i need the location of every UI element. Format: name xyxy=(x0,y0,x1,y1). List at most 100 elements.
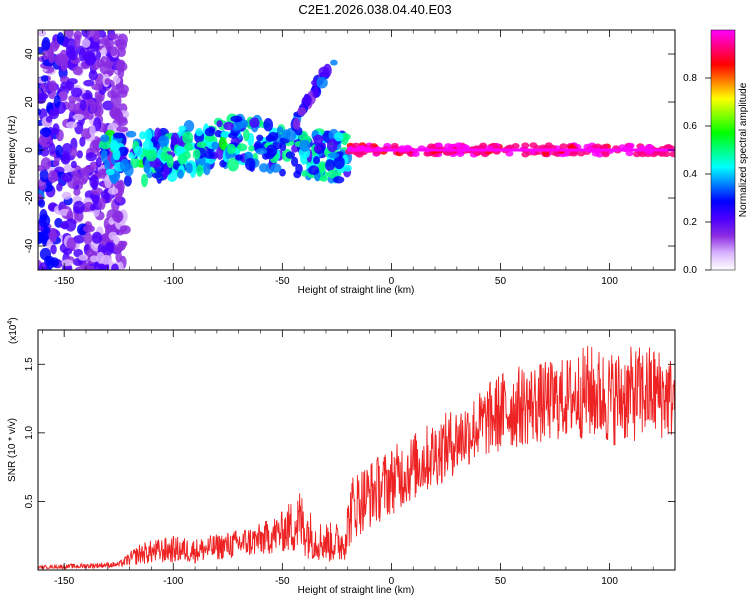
x-tick-label: 100 xyxy=(601,576,618,587)
spectrogram-marks xyxy=(38,30,675,270)
spectrogram-cell xyxy=(134,145,143,157)
spectrogram-cell xyxy=(279,168,286,177)
spectrogram-cell xyxy=(73,188,81,196)
spectrogram-cell xyxy=(60,57,68,72)
spectrogram-cell xyxy=(141,173,148,188)
spectrogram-cell xyxy=(56,32,65,45)
spectrogram-cell xyxy=(633,151,641,158)
spectrogram-cell xyxy=(625,150,634,157)
colorbar-tick-label: 0.2 xyxy=(683,217,697,228)
spectrogram-cell xyxy=(61,191,72,200)
spectrogram-cell xyxy=(41,37,51,51)
spectrogram-cell xyxy=(204,134,214,143)
spectrogram-cell xyxy=(125,130,137,138)
spectrogram-cell xyxy=(263,118,274,132)
spectrogram-cell xyxy=(43,226,51,235)
spectrogram-cell xyxy=(100,134,110,143)
spectrogram-cell xyxy=(66,121,78,129)
spectrogram-cell xyxy=(316,76,328,89)
spectrogram-cell xyxy=(243,128,250,142)
spectrogram-cell xyxy=(56,182,63,192)
spectrogram-cell xyxy=(178,125,187,132)
spectrogram-cell xyxy=(38,231,43,245)
spectrogram-cell xyxy=(53,95,61,109)
snr-multiplier-exp: 4 xyxy=(7,321,14,325)
spectrogram-cell xyxy=(70,137,78,151)
x-tick-label: -100 xyxy=(163,276,183,287)
x-tick-label: -50 xyxy=(275,276,290,287)
spectrogram-cell xyxy=(267,131,279,142)
spectrogram-cell xyxy=(248,145,255,152)
colorbar-tick-label: 0.0 xyxy=(683,265,697,276)
spectrogram-cell xyxy=(78,254,89,261)
spectrogram-cell xyxy=(88,30,100,38)
snr-frame xyxy=(37,329,676,571)
spectrogram-cell xyxy=(73,30,82,41)
spectrogram-cell xyxy=(87,265,95,270)
spectrogram-cell xyxy=(61,259,73,267)
spectrogram-cell xyxy=(112,132,125,139)
spectrogram-cell xyxy=(227,157,240,172)
spectrogram-cell xyxy=(112,210,124,223)
spectrogram-ylabel: Frequency (Hz) xyxy=(7,116,18,185)
snr-multiplier-close: ) xyxy=(8,317,19,320)
spectrogram-cell xyxy=(256,134,264,142)
spectrogram-cell xyxy=(291,156,299,167)
spectrogram-cell xyxy=(112,148,121,161)
spectrogram-cell xyxy=(83,79,95,87)
spectrogram-cell xyxy=(96,251,105,264)
spectrogram-cell xyxy=(196,164,204,177)
colorbar-tick-label: 0.8 xyxy=(683,73,697,84)
spectrogram-cell xyxy=(98,38,107,45)
snr-xlabel: Height of straight line (km) xyxy=(298,585,415,596)
spectrogram-cell xyxy=(334,131,344,142)
spectrogram-cell xyxy=(40,75,49,82)
spectrogram-cell xyxy=(48,51,56,64)
spectrogram-cell xyxy=(91,231,103,244)
spectrogram-cell xyxy=(192,148,201,160)
spectrogram-cell xyxy=(48,80,57,92)
spectrogram-cell xyxy=(66,78,78,85)
spectrogram-cell xyxy=(61,143,73,156)
spectrogram-cell xyxy=(308,165,320,176)
spectrogram-cell xyxy=(266,144,278,157)
spectrogram-cell xyxy=(70,87,83,98)
x-tick-label: 0 xyxy=(389,576,395,587)
x-tick-label: 50 xyxy=(495,576,507,587)
spectrogram-cell xyxy=(105,168,115,176)
spectrogram-cell xyxy=(117,117,128,127)
spectrogram-cell xyxy=(203,162,211,176)
spectrogram-cell xyxy=(454,142,463,149)
spectrogram-cell xyxy=(114,111,124,120)
spectrogram-cell xyxy=(100,47,108,56)
spectrogram-cell xyxy=(175,145,184,155)
y-tick-label: -40 xyxy=(24,238,35,253)
spectrogram-cell xyxy=(115,251,122,263)
colorbar-label: Normalized spectral amplitude xyxy=(738,82,749,217)
spectrogram-cell xyxy=(108,33,119,40)
spectrogram-cell xyxy=(203,152,215,159)
y-tick-label: 20 xyxy=(24,96,35,108)
colorbar-gradient xyxy=(710,29,736,271)
spectrogram-cell xyxy=(70,147,78,158)
spectrogram-cell xyxy=(293,117,301,130)
spectrogram-cell xyxy=(183,120,195,133)
spectrogram-cell xyxy=(117,240,126,249)
spectrogram-cell xyxy=(235,154,243,161)
spectrogram-cell xyxy=(123,175,132,187)
spectrogram-cell xyxy=(65,218,77,232)
colorbar-ticks: 0.0 0.2 0.4 0.6 0.8 xyxy=(683,73,711,276)
spectrogram-cell xyxy=(83,225,95,233)
spectrogram-cell xyxy=(182,131,194,145)
spectrogram-cell xyxy=(297,107,307,116)
x-tick-label: -150 xyxy=(54,576,74,587)
spectrogram-cell xyxy=(50,244,57,255)
spectrogram-panel: -150 -100 -50 0 50 100 -40 -20 0 20 40 Height of s… xyxy=(7,29,676,296)
spectrogram-cell xyxy=(319,175,328,182)
spectrogram-cell xyxy=(110,173,118,185)
spectrogram-cell xyxy=(70,160,77,169)
snr-axes: -150 -100 -50 0 50 100 0.5 1.0 1.5 xyxy=(24,330,676,587)
spectrogram-cell xyxy=(343,164,352,172)
spectrogram-cell xyxy=(177,169,184,179)
